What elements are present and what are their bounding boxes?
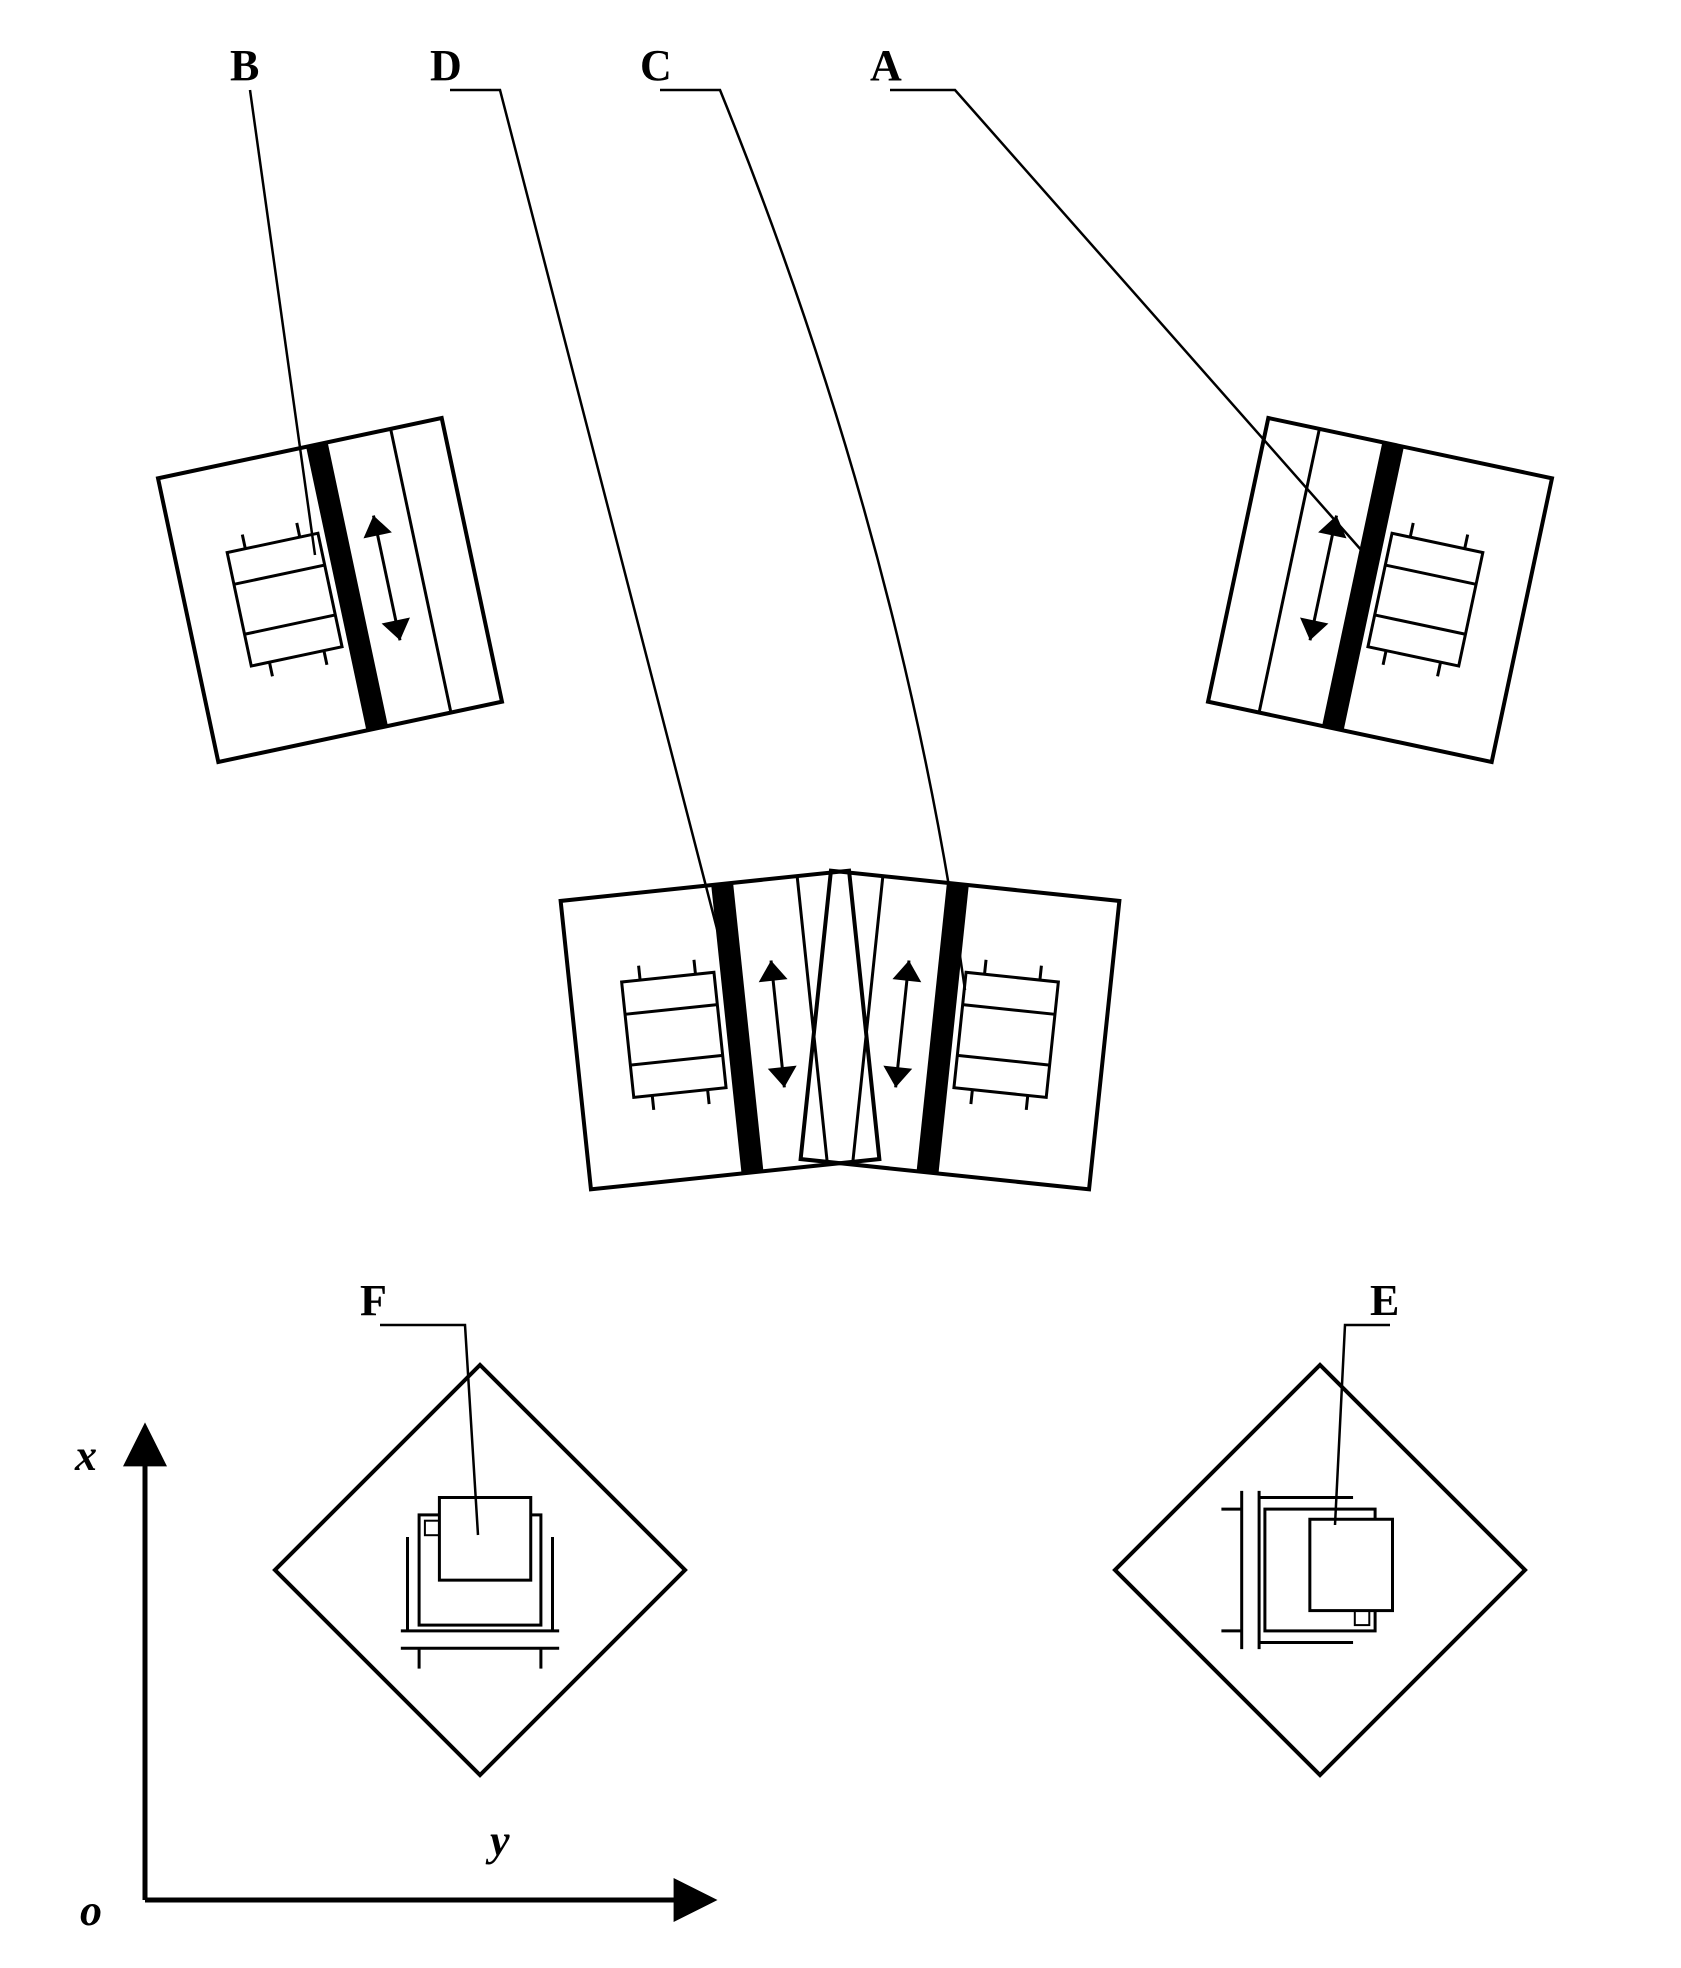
label-A: A <box>870 41 902 90</box>
origin-label: o <box>80 1886 102 1935</box>
background <box>0 0 1681 1968</box>
label-F: F <box>360 1276 387 1325</box>
label-C: C <box>640 41 672 90</box>
x-axis-label: x <box>74 1431 97 1480</box>
label-D: D <box>430 41 462 90</box>
label-E: E <box>1370 1276 1399 1325</box>
label-B: B <box>230 41 259 90</box>
